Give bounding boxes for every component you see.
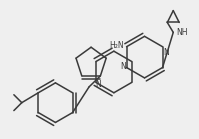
- Text: NH: NH: [176, 28, 188, 37]
- Text: N: N: [120, 62, 126, 71]
- Text: H₂N: H₂N: [109, 41, 124, 50]
- Text: N: N: [164, 48, 169, 57]
- Text: N: N: [96, 80, 101, 89]
